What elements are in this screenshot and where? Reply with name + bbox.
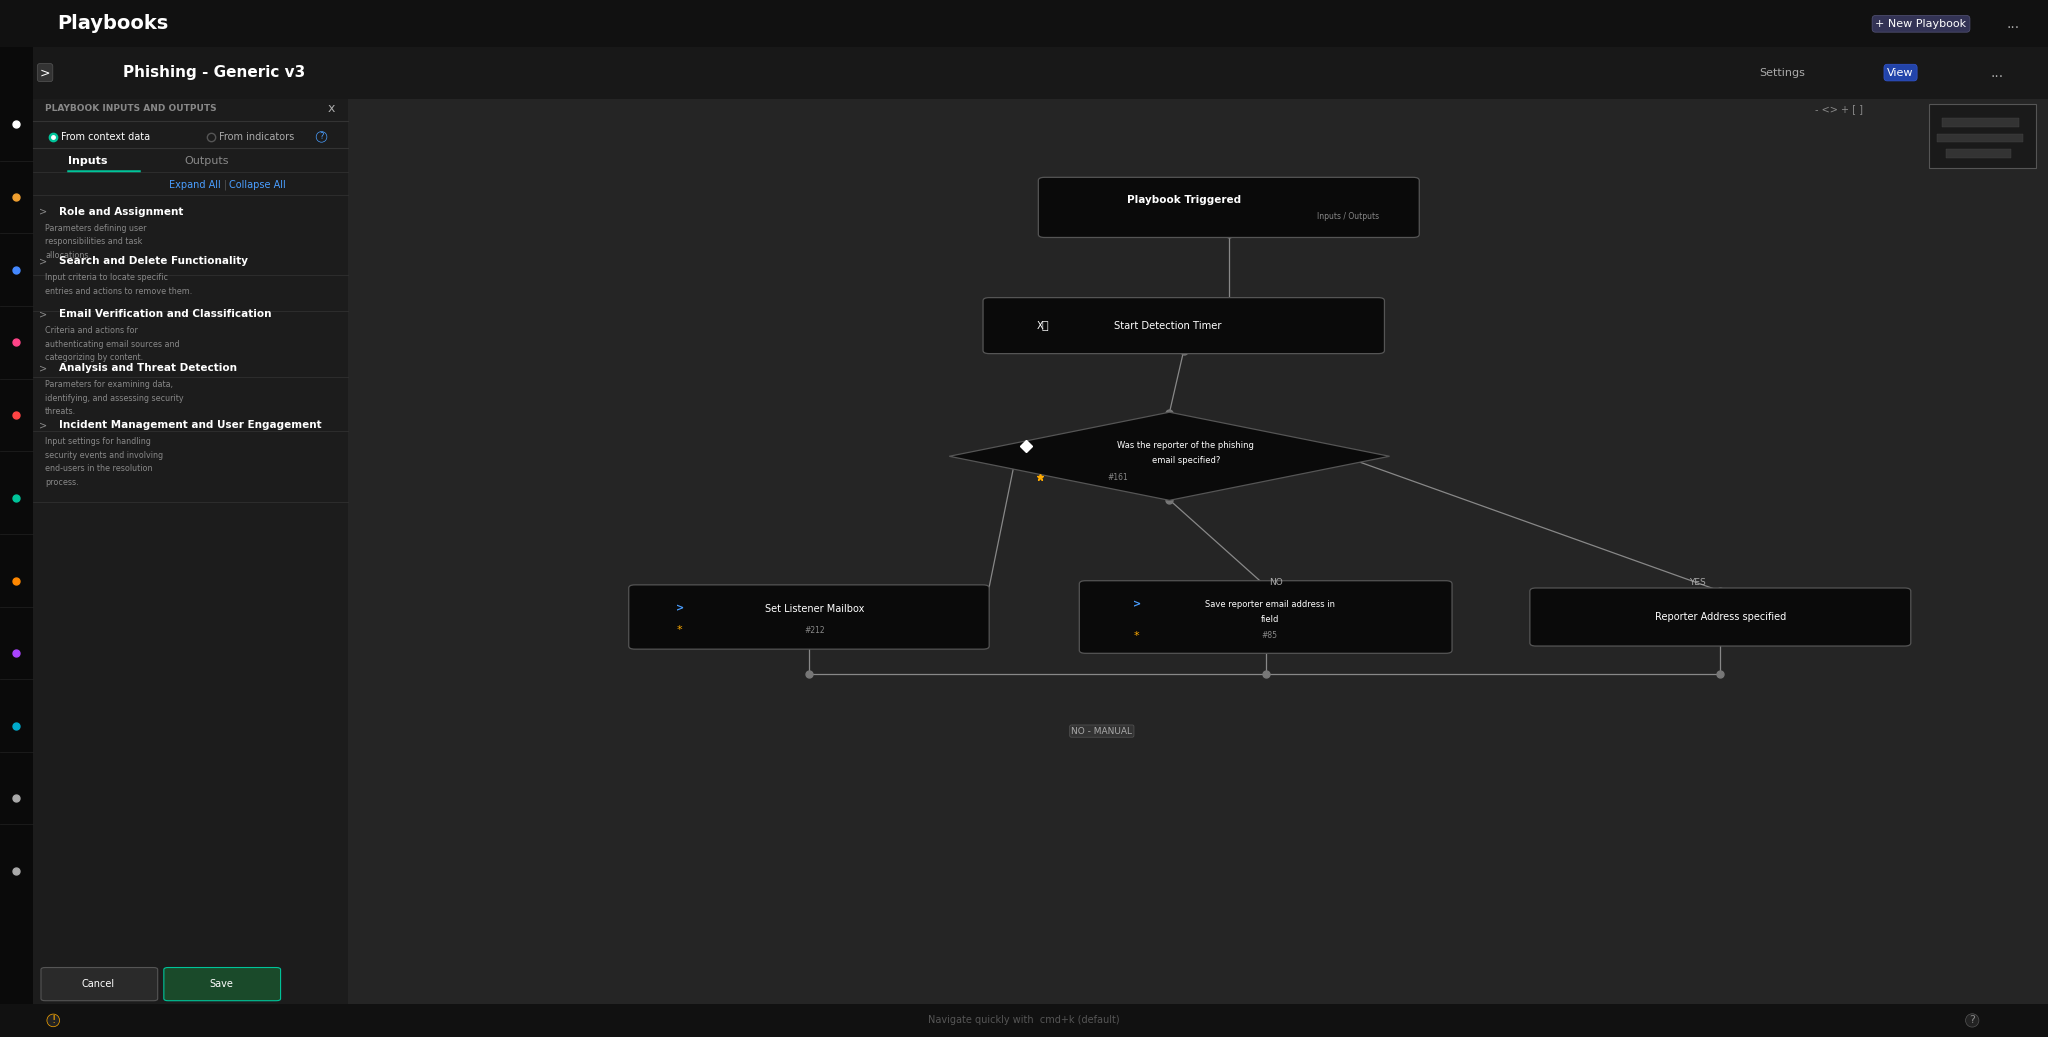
Text: Save: Save	[209, 979, 233, 989]
FancyBboxPatch shape	[1079, 581, 1452, 653]
Text: Playbooks: Playbooks	[57, 15, 168, 33]
Text: Input settings for handling: Input settings for handling	[45, 438, 152, 446]
Text: allocations.: allocations.	[45, 251, 90, 259]
Text: ...: ...	[1991, 65, 2003, 80]
Text: security events and involving: security events and involving	[45, 451, 164, 459]
Text: Inputs / Outputs: Inputs / Outputs	[1317, 213, 1378, 221]
Text: >: >	[39, 363, 47, 373]
Polygon shape	[948, 413, 1389, 501]
Text: >: >	[39, 206, 47, 217]
Text: >: >	[676, 604, 684, 614]
FancyBboxPatch shape	[1929, 104, 2036, 168]
Text: >: >	[39, 256, 47, 267]
Text: email specified?: email specified?	[1151, 456, 1221, 465]
Text: ...: ...	[2007, 17, 2019, 31]
Text: Cancel: Cancel	[82, 979, 115, 989]
Text: Collapse All: Collapse All	[229, 179, 287, 190]
Text: >: >	[39, 309, 47, 319]
Text: Analysis and Threat Detection: Analysis and Threat Detection	[59, 363, 238, 373]
FancyBboxPatch shape	[1937, 134, 2023, 142]
Text: ?: ?	[1970, 1015, 1974, 1026]
Text: Role and Assignment: Role and Assignment	[59, 206, 184, 217]
FancyBboxPatch shape	[33, 47, 2048, 99]
Text: identifying, and assessing security: identifying, and assessing security	[45, 394, 184, 402]
Text: Playbook Triggered: Playbook Triggered	[1126, 195, 1241, 205]
Text: #212: #212	[805, 626, 825, 635]
FancyBboxPatch shape	[0, 47, 33, 1037]
Text: YES: YES	[1690, 579, 1706, 587]
FancyBboxPatch shape	[41, 968, 158, 1001]
Text: categorizing by content.: categorizing by content.	[45, 354, 143, 362]
Text: Expand All: Expand All	[170, 179, 221, 190]
Text: PLAYBOOK INPUTS AND OUTPUTS: PLAYBOOK INPUTS AND OUTPUTS	[45, 105, 217, 113]
Text: Phishing - Generic v3: Phishing - Generic v3	[123, 65, 305, 80]
Text: #85: #85	[1262, 632, 1278, 640]
Text: Search and Delete Functionality: Search and Delete Functionality	[59, 256, 248, 267]
FancyBboxPatch shape	[348, 99, 2048, 1006]
Text: Reporter Address specified: Reporter Address specified	[1655, 612, 1786, 622]
Text: >: >	[39, 420, 47, 430]
Text: Email Verification and Classification: Email Verification and Classification	[59, 309, 272, 319]
Text: *: *	[1135, 630, 1139, 641]
Text: !: !	[51, 1015, 55, 1026]
Text: >: >	[39, 66, 51, 79]
Text: Set Listener Mailbox: Set Listener Mailbox	[766, 604, 864, 614]
FancyBboxPatch shape	[164, 968, 281, 1001]
Text: Start Detection Timer: Start Detection Timer	[1114, 320, 1221, 331]
Text: #161: #161	[1108, 473, 1128, 481]
FancyBboxPatch shape	[1038, 177, 1419, 237]
Text: From indicators: From indicators	[219, 132, 295, 142]
Text: View: View	[1888, 67, 1913, 78]
Text: field: field	[1262, 615, 1278, 623]
Text: NO - MANUAL: NO - MANUAL	[1071, 727, 1133, 735]
Text: + New Playbook: + New Playbook	[1876, 19, 1966, 29]
Text: NO: NO	[1270, 579, 1282, 587]
Text: |: |	[223, 179, 227, 190]
Text: - <> + [ ]: - <> + [ ]	[1815, 104, 1864, 114]
Text: Save reporter email address in: Save reporter email address in	[1204, 600, 1335, 609]
FancyBboxPatch shape	[33, 99, 348, 1006]
Text: threats.: threats.	[45, 408, 76, 416]
FancyBboxPatch shape	[983, 298, 1384, 354]
FancyBboxPatch shape	[0, 0, 2048, 47]
Text: *: *	[678, 625, 682, 636]
Text: Incident Management and User Engagement: Incident Management and User Engagement	[59, 420, 322, 430]
Text: ?: ?	[319, 133, 324, 141]
FancyBboxPatch shape	[1942, 118, 2019, 127]
Text: Input criteria to locate specific: Input criteria to locate specific	[45, 274, 168, 282]
Text: entries and actions to remove them.: entries and actions to remove them.	[45, 287, 193, 296]
Text: Outputs: Outputs	[184, 156, 229, 166]
Text: Parameters for examining data,: Parameters for examining data,	[45, 381, 172, 389]
Text: >: >	[1133, 599, 1141, 610]
Text: Inputs: Inputs	[68, 156, 106, 166]
Text: authenticating email sources and: authenticating email sources and	[45, 340, 180, 348]
FancyBboxPatch shape	[1946, 149, 2011, 158]
Text: From context data: From context data	[61, 132, 152, 142]
Text: ⌛: ⌛	[1040, 320, 1049, 331]
Text: x: x	[328, 103, 336, 115]
Text: responsibilities and task: responsibilities and task	[45, 237, 143, 246]
FancyBboxPatch shape	[1530, 588, 1911, 646]
FancyBboxPatch shape	[0, 1004, 2048, 1037]
Text: process.: process.	[45, 478, 78, 486]
Text: Parameters defining user: Parameters defining user	[45, 224, 147, 232]
Text: X: X	[1036, 320, 1044, 331]
Text: Was the reporter of the phishing: Was the reporter of the phishing	[1118, 442, 1253, 450]
Text: Criteria and actions for: Criteria and actions for	[45, 327, 137, 335]
Text: Navigate quickly with  cmd+k (default): Navigate quickly with cmd+k (default)	[928, 1015, 1120, 1026]
Text: Settings: Settings	[1759, 67, 1804, 78]
Text: end-users in the resolution: end-users in the resolution	[45, 465, 152, 473]
FancyBboxPatch shape	[629, 585, 989, 649]
